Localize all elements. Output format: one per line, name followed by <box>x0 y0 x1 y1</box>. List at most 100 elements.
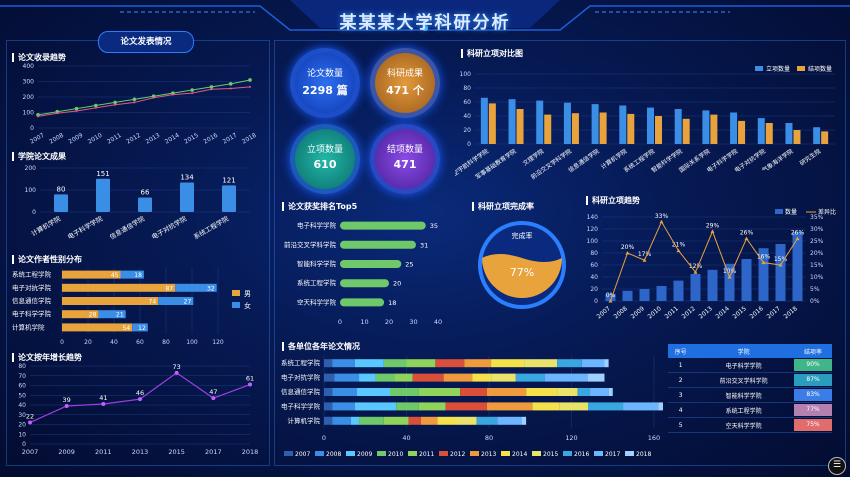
bar-segment <box>456 416 477 425</box>
y2-tick-label: 35% <box>810 214 824 221</box>
x-tick-label: 2018 <box>783 305 799 320</box>
panel-title-completion: 科研立项完成率 <box>472 202 534 211</box>
data-label: 46 <box>136 389 144 397</box>
data-point <box>138 397 142 402</box>
stat-research-results: 科研成果 471 个 <box>370 48 440 118</box>
stat-value: 471 <box>393 158 417 171</box>
data-point <box>228 82 233 86</box>
data-label: 54 <box>123 325 131 332</box>
data-point <box>659 219 664 224</box>
data-point <box>56 112 59 115</box>
completion-rate-cell: 83% <box>794 387 832 403</box>
data-label: 17% <box>638 251 652 258</box>
gauge-fill <box>482 254 562 298</box>
legend-swatch <box>625 451 634 456</box>
x-tick-label: 2009 <box>58 448 75 456</box>
x-tick-label: 2011 <box>664 305 680 320</box>
bar <box>627 113 635 144</box>
bar <box>340 221 426 230</box>
completion-rate: 77% <box>794 404 832 416</box>
tab-paper-status[interactable]: 论文发表情况 <box>98 31 194 53</box>
stat-label: 科研成果 <box>386 69 423 79</box>
bar <box>622 290 633 301</box>
bar <box>591 104 599 144</box>
award-chart: 0 10 20 30 40 电子科学学院 35 前沿交叉学科学院 31 智能科学学院 25 系统工程学… <box>284 221 442 326</box>
x-tick-label: 2014 <box>715 305 731 320</box>
y-tick-label: 20 <box>18 422 26 429</box>
x-tick-label: 2009 <box>67 132 84 144</box>
table-row: 1 电子科学学院 90% <box>668 358 832 373</box>
y-tick-label: 30 <box>18 412 26 419</box>
bar-segment <box>559 402 588 411</box>
yearly-chart: 0 40 80 120 160 系统工程学院电子对抗学院信息通信学院电子科学学院计算机学院… <box>281 356 663 458</box>
x-tick-label: 2009 <box>630 305 646 320</box>
legend-swatch <box>563 451 572 456</box>
x-tick-label: 40 <box>402 434 410 442</box>
data-label: 18 <box>388 299 396 307</box>
bar-segment <box>332 359 355 368</box>
data-label: 18 <box>134 272 142 279</box>
x-tick-label: 2010 <box>647 305 663 320</box>
data-point <box>249 85 251 88</box>
data-point <box>191 92 194 95</box>
legend-label: 2010 <box>388 451 403 458</box>
x-tick-label: 2007 <box>596 305 612 320</box>
bar-segment <box>522 416 527 425</box>
bar-segment <box>460 388 487 396</box>
data-label: 16% <box>757 254 771 261</box>
bar <box>757 118 765 144</box>
x-tick-label: 40 <box>434 318 442 326</box>
y-tick-label: 计算机学院 <box>12 322 45 331</box>
x-tick-label: 10 <box>360 318 368 326</box>
legend-swatch <box>232 302 240 308</box>
bar-segment <box>357 388 390 396</box>
x-tick-label: 2008 <box>48 132 65 144</box>
data-label: 45 <box>111 272 119 279</box>
data-label: 33% <box>655 213 669 220</box>
y-tick-label: 60 <box>590 262 598 269</box>
stat-closed-count: 结项数量 471 <box>370 124 440 194</box>
panel-title-gender: 论文作者性别分布 <box>12 255 82 264</box>
y-tick-label: 电子对抗学院 <box>281 373 321 382</box>
panel-title-award: 论文获奖排名Top5 <box>282 202 357 211</box>
data-point <box>55 109 60 114</box>
data-label: 87 <box>165 285 173 292</box>
legend-label: 2014 <box>512 451 527 458</box>
bar-segment <box>62 270 121 279</box>
data-label: 25 <box>405 261 413 269</box>
y-tick-label: 0 <box>30 125 34 132</box>
y-tick-label: 0 <box>594 298 598 305</box>
bar <box>544 114 552 144</box>
gauge-label: 完成率 <box>512 231 533 240</box>
bar-segment <box>497 416 522 425</box>
bar-segment <box>62 323 133 332</box>
legend-label: 2009 <box>357 451 372 458</box>
y2-tick-label: 20% <box>810 250 824 257</box>
y-tick-label: 系统工程学院 <box>12 270 52 279</box>
y2-tick-label: 30% <box>810 226 824 233</box>
legend-swatch <box>346 451 355 456</box>
data-label: 20% <box>621 244 635 251</box>
data-label: 74 <box>149 299 157 306</box>
data-label: 39 <box>63 396 71 404</box>
y-tick-label: 80 <box>18 363 26 370</box>
x-tick-label: 120 <box>565 434 577 442</box>
bar-segment <box>420 416 438 425</box>
rank-number: 2 <box>668 372 694 388</box>
bar <box>340 279 389 288</box>
bar <box>690 274 701 301</box>
bar <box>639 289 650 301</box>
bar-segment <box>383 416 409 425</box>
bar-segment <box>332 402 355 411</box>
data-label: 26% <box>740 230 754 237</box>
bar <box>222 185 236 212</box>
menu-icon[interactable]: ☰ <box>828 457 846 475</box>
bar-segment <box>120 270 144 279</box>
y-tick-label: 前沿交叉学科学院 <box>284 240 337 249</box>
legend-swatch <box>775 209 783 214</box>
bar <box>821 131 829 144</box>
y-tick-label: 40 <box>590 274 598 281</box>
rank-number: 1 <box>668 358 694 373</box>
y-tick-label: 120 <box>587 226 599 233</box>
